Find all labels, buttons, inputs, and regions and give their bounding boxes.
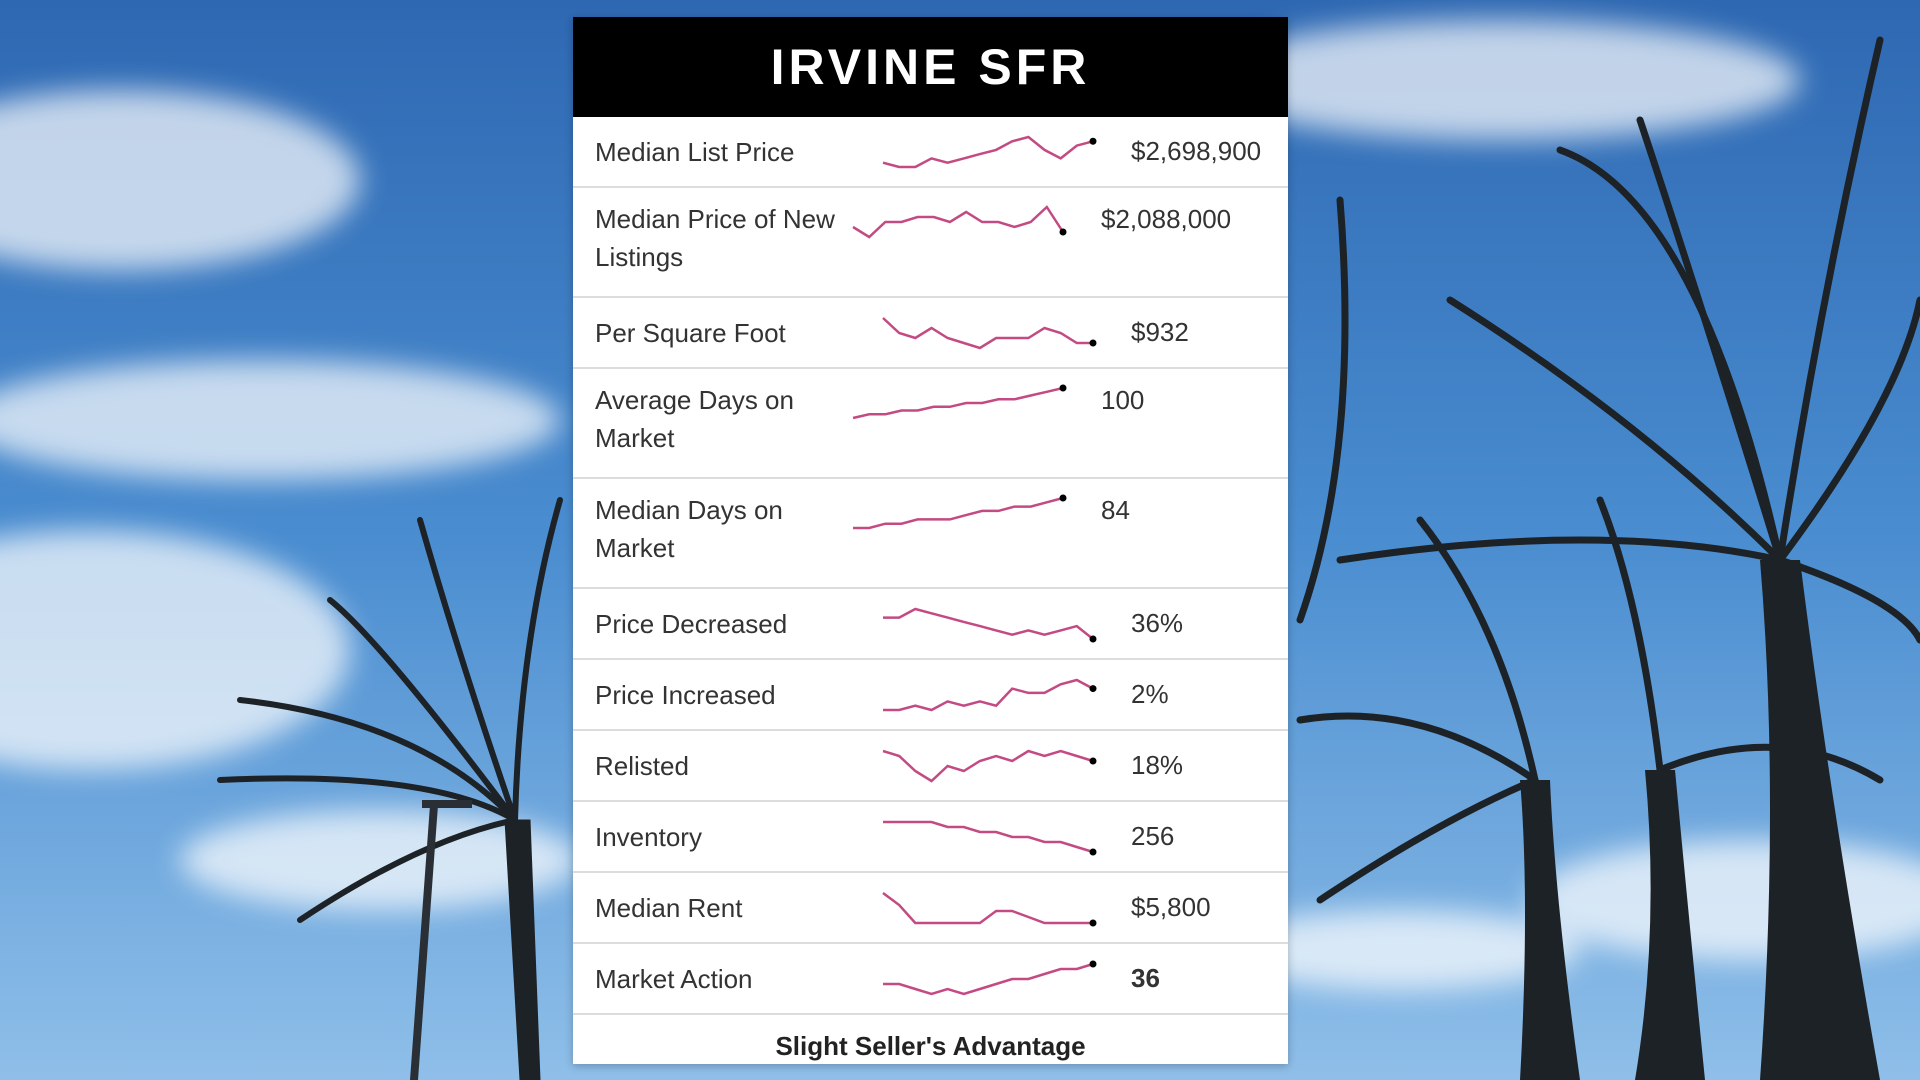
sparkline-endpoint [1089, 635, 1097, 642]
sparkline-endpoint [1089, 919, 1097, 926]
stats-table: Median List Price $2,698,900 Median Price … [573, 117, 1288, 1015]
stat-label: Median Rent [595, 892, 743, 923]
stat-value: 18% [1131, 750, 1184, 780]
sparkline-path [882, 135, 1094, 168]
stat-label: Price Decreased [595, 608, 788, 639]
sparkline-endpoint [1089, 757, 1097, 764]
stat-value: 36 [1131, 963, 1160, 993]
sparkline-path [852, 386, 1064, 420]
stat-row: Median Days on Market 84 [573, 479, 1288, 589]
stat-label: Inventory [595, 821, 702, 852]
sparkline-endpoint [1059, 384, 1067, 392]
stat-row: Price Increased 2% [573, 660, 1288, 731]
sparkline-path [883, 820, 1094, 853]
stat-row: Market Action 36 [573, 944, 1288, 1015]
stat-row: Median Price of New Listings $2,088,000 [573, 188, 1288, 298]
stat-value: $2,698,900 [1131, 136, 1262, 166]
stat-row: Average Days on Market 100 [573, 369, 1288, 479]
sparkline-path [882, 891, 1093, 924]
stat-label: Price Increased [595, 679, 776, 710]
card-title: IRVINE SFR [573, 17, 1288, 117]
trend-sparkline [883, 960, 1097, 995]
sparkline-endpoint [1089, 339, 1097, 346]
trend-sparkline [882, 316, 1097, 349]
stat-label: Median Days on Market [595, 495, 783, 563]
sparkline-endpoint [1089, 960, 1097, 967]
sparkline-path [883, 962, 1094, 995]
stat-value: 256 [1131, 821, 1175, 851]
stat-label: Median List Price [595, 136, 795, 167]
stat-label: Per Square Foot [595, 317, 786, 348]
stat-value: 100 [1101, 385, 1145, 415]
sparkline-endpoint [1059, 228, 1067, 236]
sparkline-endpoint [1089, 137, 1097, 145]
sparkline-path [883, 607, 1094, 640]
sparkline-path [852, 205, 1065, 239]
market-action-summary: Slight Seller's Advantage [775, 1031, 1086, 1061]
sparkline-path [882, 316, 1093, 349]
market-stats-card: IRVINE SFR Median List Price $2,698,900 Me… [573, 17, 1288, 1064]
sparkline-endpoint [1059, 494, 1067, 502]
stat-value: $932 [1131, 317, 1189, 347]
stat-row: Median Rent $5,800 [573, 873, 1288, 944]
trend-sparkline [853, 494, 1067, 530]
sparkline-path [853, 496, 1064, 530]
trend-sparkline [882, 135, 1097, 168]
trend-sparkline [882, 891, 1097, 926]
stat-label: Relisted [595, 750, 689, 781]
trend-sparkline [852, 384, 1067, 420]
trend-sparkline [883, 678, 1097, 711]
stat-row: Relisted 18% [573, 731, 1288, 802]
sparkline-endpoint [1089, 848, 1097, 855]
stat-row: Median List Price $2,698,900 [573, 117, 1288, 188]
stat-value: $2,088,000 [1101, 204, 1232, 234]
stat-label: Median Price of New Listings [595, 204, 835, 272]
stat-value: 84 [1101, 495, 1130, 525]
stat-value: $5,800 [1131, 892, 1211, 922]
trend-sparkline [883, 607, 1097, 642]
stat-row: Price Decreased 36% [573, 589, 1288, 660]
sparkline-path [883, 678, 1094, 711]
stat-value: 36% [1131, 608, 1184, 638]
stat-label: Market Action [595, 963, 753, 994]
sparkline-endpoint [1089, 684, 1097, 692]
trend-sparkline [882, 749, 1097, 783]
sparkline-path [882, 749, 1094, 783]
trend-sparkline [883, 820, 1097, 855]
stat-value: 2% [1131, 679, 1169, 709]
trend-sparkline [852, 205, 1067, 239]
stat-label: Average Days on Market [595, 385, 794, 453]
stat-row: Per Square Foot $932 [573, 298, 1288, 369]
stat-row: Inventory 256 [573, 802, 1288, 873]
